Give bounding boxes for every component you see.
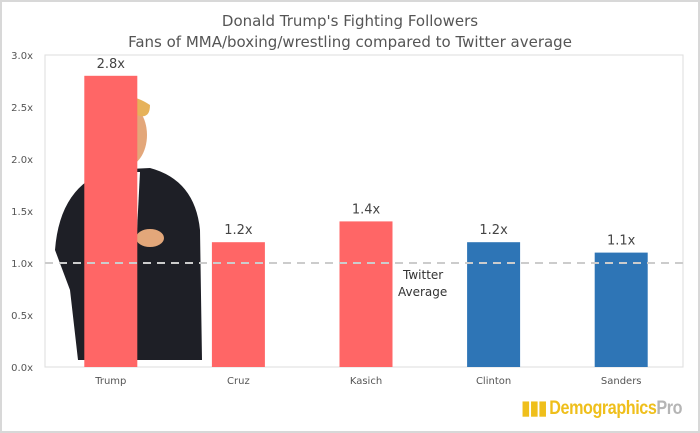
- y-tick-label: 1.5x: [11, 207, 33, 218]
- data-label: 1.4x: [352, 202, 381, 217]
- x-tick-label: Trump: [94, 376, 126, 387]
- bar-sanders: [594, 252, 648, 367]
- bar-clinton: [467, 242, 521, 367]
- bar-cruz: [211, 242, 265, 367]
- bar-kasich: [339, 221, 393, 367]
- data-label: 1.2x: [224, 223, 253, 238]
- x-tick-label: Kasich: [350, 376, 382, 387]
- data-label: 2.8x: [97, 57, 126, 72]
- x-tick-label: Clinton: [476, 376, 511, 387]
- data-label: 1.1x: [607, 234, 636, 249]
- y-tick-label: 3.0x: [11, 51, 33, 62]
- y-tick-label: 2.5x: [11, 103, 33, 114]
- reference-label: Average: [398, 285, 447, 299]
- chart-title: Donald Trump's Fighting Followers: [221, 12, 479, 30]
- reference-label: Twitter: [402, 268, 443, 282]
- y-tick-label: 2.0x: [11, 155, 33, 166]
- chart-subtitle: Fans of MMA/boxing/wrestling compared to…: [128, 33, 572, 51]
- x-tick-label: Cruz: [227, 376, 250, 387]
- y-tick-label: 0.5x: [11, 311, 33, 322]
- x-tick-label: Sanders: [601, 376, 642, 387]
- demographicspro-logo: ▮▮▮ DemographicsPro: [521, 398, 682, 419]
- y-tick-label: 1.0x: [11, 259, 33, 270]
- data-label: 1.2x: [479, 223, 508, 238]
- y-tick-label: 0.0x: [11, 363, 33, 374]
- bar-trump: [84, 75, 138, 368]
